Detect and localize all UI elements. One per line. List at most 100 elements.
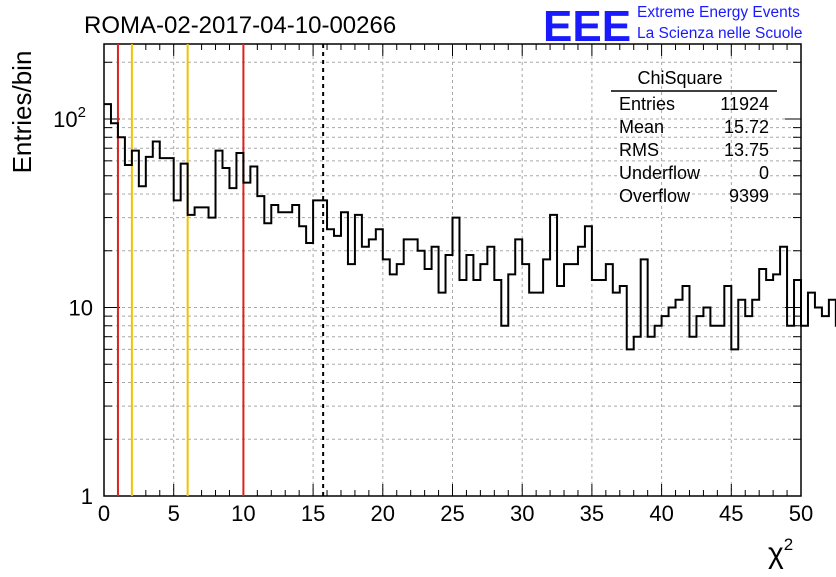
histogram-bin-84 — [689, 337, 696, 496]
histogram-bin-24 — [271, 205, 278, 496]
histogram-bin-102 — [815, 308, 822, 496]
logo-line2: La Scienza nelle Scuole — [637, 25, 802, 42]
stats-label-underflow: Underflow — [619, 163, 701, 183]
y-tick-label-1: 10 — [69, 296, 93, 321]
histogram-bin-54 — [480, 264, 487, 496]
stats-label-entries: Entries — [619, 94, 675, 114]
histogram-bin-19 — [236, 153, 243, 496]
x-axis-label: χ2 — [768, 535, 793, 570]
histogram-bin-32 — [327, 229, 334, 496]
histogram-bin-91 — [738, 300, 745, 496]
histogram-bin-16 — [216, 151, 223, 496]
histogram-bin-17 — [222, 168, 229, 496]
histogram-bin-75 — [627, 349, 634, 496]
histogram-bin-53 — [473, 280, 480, 496]
histogram-bin-100 — [801, 326, 808, 496]
histogram-bin-48 — [439, 293, 446, 496]
histogram-bin-0 — [104, 104, 111, 496]
stats-value-mean: 15.72 — [724, 117, 769, 137]
histogram-bin-23 — [264, 223, 271, 496]
histogram-bin-26 — [285, 212, 292, 496]
histogram-bin-61 — [529, 293, 536, 496]
histogram-bin-73 — [613, 293, 620, 496]
histogram-bin-44 — [411, 239, 418, 496]
histogram-bin-47 — [432, 247, 439, 496]
stats-value-entries: 11924 — [720, 94, 769, 114]
histogram-bin-31 — [320, 200, 327, 496]
x-tick-label-9: 45 — [719, 501, 743, 526]
histogram-bin-74 — [620, 286, 627, 496]
histogram-bin-22 — [257, 196, 264, 496]
histogram-bin-68 — [578, 247, 585, 496]
histogram-bin-57 — [501, 326, 508, 496]
histogram-bin-3 — [125, 165, 132, 496]
x-axis-label-symbol: χ — [768, 537, 784, 570]
histogram-bin-20 — [243, 183, 250, 496]
x-tick-label-5: 25 — [440, 501, 464, 526]
histogram-bin-97 — [780, 247, 787, 496]
histogram-bin-64 — [550, 215, 557, 496]
histogram-bin-95 — [766, 280, 773, 496]
stats-title: ChiSquare — [637, 68, 722, 88]
histogram-bin-99 — [794, 280, 801, 496]
histogram-bin-46 — [425, 269, 432, 496]
histogram-bin-1 — [111, 123, 118, 496]
histogram-bin-78 — [648, 337, 655, 496]
x-tick-label-4: 20 — [371, 501, 395, 526]
histogram-bin-39 — [376, 229, 383, 496]
histogram-bin-41 — [390, 274, 397, 496]
histogram-bin-71 — [599, 280, 606, 496]
histogram-bin-67 — [571, 264, 578, 496]
x-tick-label-7: 35 — [580, 501, 604, 526]
histogram-bin-94 — [759, 269, 766, 496]
histogram-bin-9 — [167, 158, 174, 496]
histogram-bin-59 — [515, 239, 522, 496]
histogram-bin-28 — [299, 226, 306, 496]
histogram-bin-104 — [829, 300, 836, 496]
histogram-bin-10 — [174, 200, 181, 496]
histogram-bin-55 — [487, 247, 494, 496]
histogram-bin-51 — [459, 280, 466, 496]
histogram-bin-58 — [508, 274, 515, 496]
chart-title: ROMA-02-2017-04-10-00266 — [84, 12, 396, 39]
histogram-bin-82 — [676, 300, 683, 496]
histogram-bin-7 — [153, 141, 160, 496]
histogram-bin-72 — [606, 264, 613, 496]
histogram-bin-11 — [181, 164, 188, 496]
histogram-bin-29 — [306, 243, 313, 496]
histogram-bin-40 — [383, 259, 390, 496]
histogram-bin-5 — [139, 186, 146, 496]
y-tick-label-0: 1 — [81, 484, 93, 509]
histogram-bin-34 — [341, 212, 348, 496]
histogram-bin-79 — [655, 326, 662, 496]
x-tick-label-1: 5 — [168, 501, 180, 526]
y-tick-label-2: 102 — [53, 104, 86, 132]
histogram-bin-76 — [634, 337, 641, 496]
histogram-bin-83 — [683, 286, 690, 496]
histogram-bin-42 — [397, 264, 404, 496]
histogram-bin-35 — [348, 264, 355, 496]
y-tick-label-base: 1 — [81, 484, 93, 509]
histogram-bin-66 — [564, 264, 571, 496]
stats-value-rms: 13.75 — [724, 140, 769, 160]
histogram-bin-96 — [773, 274, 780, 496]
histogram-bin-89 — [724, 286, 731, 496]
stats-label-overflow: Overflow — [619, 186, 691, 206]
histogram-bin-90 — [731, 349, 738, 496]
y-axis-label: Entries/bin — [7, 51, 37, 174]
histogram-bin-13 — [195, 207, 202, 496]
histogram-bin-2 — [118, 137, 125, 496]
histogram-bin-69 — [585, 226, 592, 496]
histogram-bin-43 — [404, 239, 411, 496]
histogram-bin-52 — [466, 255, 473, 496]
x-tick-label-0: 0 — [98, 501, 110, 526]
histogram-bin-8 — [160, 158, 167, 496]
histogram-bin-87 — [710, 326, 717, 496]
y-tick-label-base: 10 — [69, 296, 93, 321]
x-tick-label-10: 50 — [789, 501, 813, 526]
histogram-bin-93 — [752, 300, 759, 496]
histogram-bin-6 — [146, 157, 153, 496]
histogram-bin-65 — [557, 286, 564, 496]
